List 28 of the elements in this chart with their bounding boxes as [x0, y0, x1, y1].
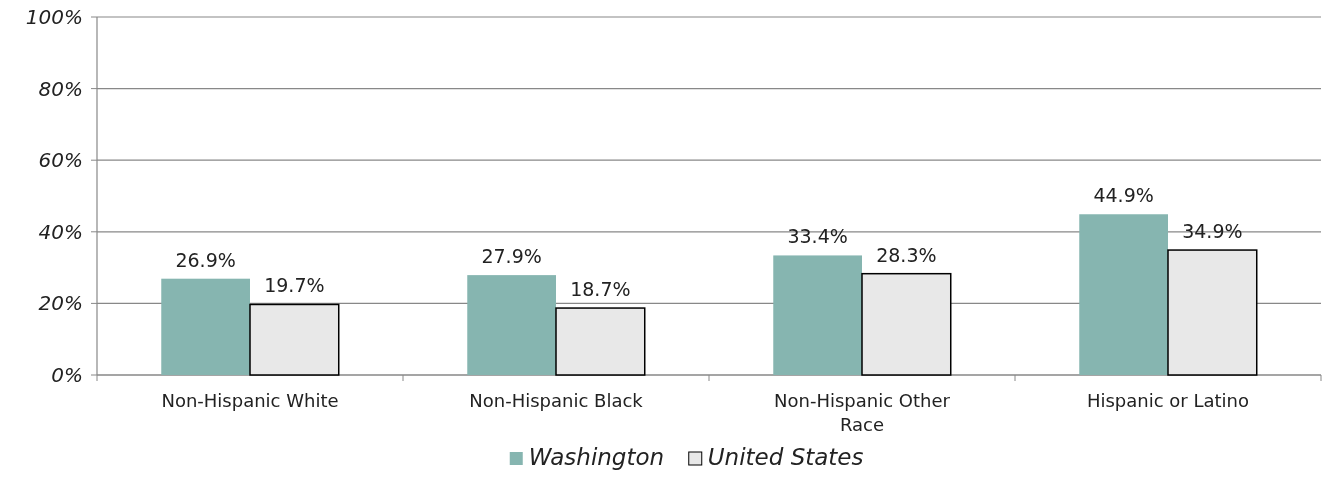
x-tick-label: Non-Hispanic White [161, 390, 339, 411]
y-tick-label: 20% [38, 291, 83, 316]
legend-label: United States [707, 444, 864, 470]
y-tick-label: 80% [38, 76, 83, 101]
bar [555, 307, 646, 376]
data-label: 34.9% [1182, 220, 1243, 243]
bar [1079, 214, 1168, 375]
data-label: 44.9% [1093, 184, 1154, 207]
y-tick-label: 0% [51, 363, 83, 387]
y-tick-label: 100% [25, 5, 83, 29]
x-tick-label: Non-Hispanic Other Race [774, 390, 951, 435]
bar [249, 303, 340, 376]
data-label: 33.4% [787, 225, 848, 248]
bar [861, 272, 952, 376]
x-tick-label: Non-Hispanic Black [469, 390, 644, 411]
y-tick-label: 40% [38, 219, 83, 244]
data-label: 18.7% [570, 278, 631, 301]
bar [773, 255, 862, 375]
data-label: 28.3% [876, 243, 937, 266]
data-label: 26.9% [175, 248, 236, 271]
legend-label: Washington [528, 444, 665, 470]
data-label: 19.7% [264, 274, 325, 297]
data-label: 27.9% [481, 245, 542, 268]
x-tick-label: Hispanic or Latino [1086, 390, 1250, 411]
bar [161, 278, 250, 375]
bar [1167, 249, 1258, 376]
bar [467, 275, 556, 375]
y-tick-label: 60% [38, 148, 83, 173]
